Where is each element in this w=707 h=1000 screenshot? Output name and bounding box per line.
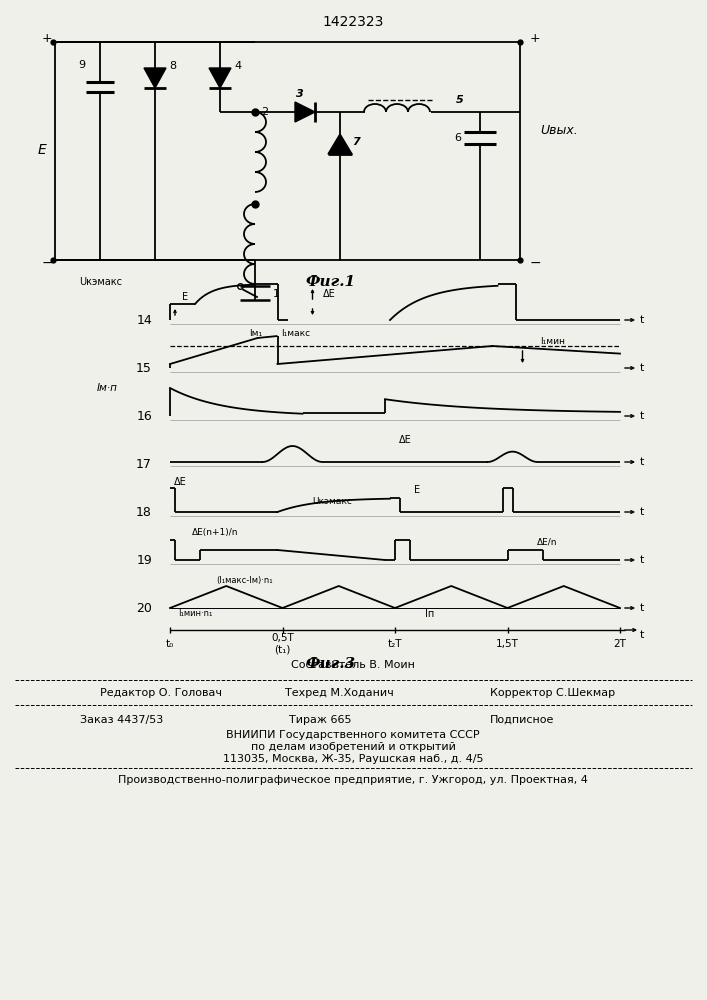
Text: Заказ 4437/53: Заказ 4437/53 [80,715,163,725]
Polygon shape [295,102,315,122]
Text: 5: 5 [456,95,464,105]
Text: 113035, Москва, Ж-35, Раушская наб., д. 4/5: 113035, Москва, Ж-35, Раушская наб., д. … [223,754,484,764]
Text: I₁макс: I₁макс [281,328,310,338]
Text: Составитель В. Моин: Составитель В. Моин [291,660,415,670]
Text: ΔE: ΔE [174,477,187,487]
Text: 1422323: 1422323 [322,15,384,29]
Text: Uвых.: Uвых. [540,123,578,136]
Text: ΔE: ΔE [399,435,411,445]
Text: 4: 4 [234,61,241,71]
Text: Производственно-полиграфическое предприятие, г. Ужгород, ул. Проектная, 4: Производственно-полиграфическое предприя… [118,775,588,785]
Text: −: − [41,256,53,270]
Text: 1,5T: 1,5T [496,639,519,649]
Text: Uкэмакс: Uкэмакс [312,497,352,506]
Text: E: E [414,485,420,495]
Text: 6: 6 [455,133,462,143]
Text: t: t [640,555,644,565]
Text: Редактор О. Головач: Редактор О. Головач [100,688,222,698]
Text: t₂T: t₂T [387,639,402,649]
Text: I₁мин: I₁мин [540,336,565,346]
Text: Подписное: Подписное [490,715,554,725]
Text: 8: 8 [169,61,176,71]
Text: 18: 18 [136,506,152,518]
Text: +: + [530,31,541,44]
Text: 20: 20 [136,601,152,614]
Text: Iп: Iп [426,609,435,619]
Text: +: + [42,31,52,44]
Text: Техред М.Ходанич: Техред М.Ходанич [285,688,394,698]
Text: Фиг.1: Фиг.1 [305,275,355,289]
Text: 9: 9 [78,60,86,70]
Text: 19: 19 [136,554,152,566]
Text: t: t [640,411,644,421]
Text: t: t [640,457,644,467]
Text: 15: 15 [136,361,152,374]
Text: t: t [640,603,644,613]
Text: t₀: t₀ [166,639,174,649]
Text: 2T: 2T [614,639,626,649]
Polygon shape [144,68,166,88]
Text: t: t [640,363,644,373]
Text: ВНИИПИ Государственного комитета СССР: ВНИИПИ Государственного комитета СССР [226,730,480,740]
Text: E: E [182,292,188,302]
Text: E: E [37,143,47,157]
Text: (I₁макс-Iм)·n₁: (I₁макс-Iм)·n₁ [216,576,274,585]
Text: 7: 7 [352,137,360,147]
Text: t: t [640,315,644,325]
Text: по делам изобретений и открытий: по делам изобретений и открытий [250,742,455,752]
Text: ΔE(n+1)/n: ΔE(n+1)/n [192,528,238,536]
Text: Iм₁: Iм₁ [249,328,262,338]
Text: I₁мин·n₁: I₁мин·n₁ [178,609,212,618]
Text: ΔE/n: ΔE/n [537,538,558,546]
Polygon shape [328,134,352,154]
Polygon shape [209,68,231,88]
Text: Iм·п: Iм·п [97,383,118,393]
Text: 17: 17 [136,458,152,471]
Text: Фиг.3: Фиг.3 [305,657,355,671]
Text: 14: 14 [136,314,152,326]
Text: Uкэмакс: Uкэмакс [79,277,122,287]
Text: ΔE: ΔE [322,289,335,299]
Text: 3: 3 [296,89,304,99]
Text: 1: 1 [273,289,280,299]
Text: 16: 16 [136,410,152,422]
Text: t: t [640,630,644,640]
Text: 0,5T
(t₁): 0,5T (t₁) [271,633,294,655]
Text: 2: 2 [262,107,269,117]
Text: Тираж 665: Тираж 665 [288,715,351,725]
Text: t: t [640,507,644,517]
Text: Корректор С.Шекмар: Корректор С.Шекмар [490,688,615,698]
Text: −: − [530,256,542,270]
